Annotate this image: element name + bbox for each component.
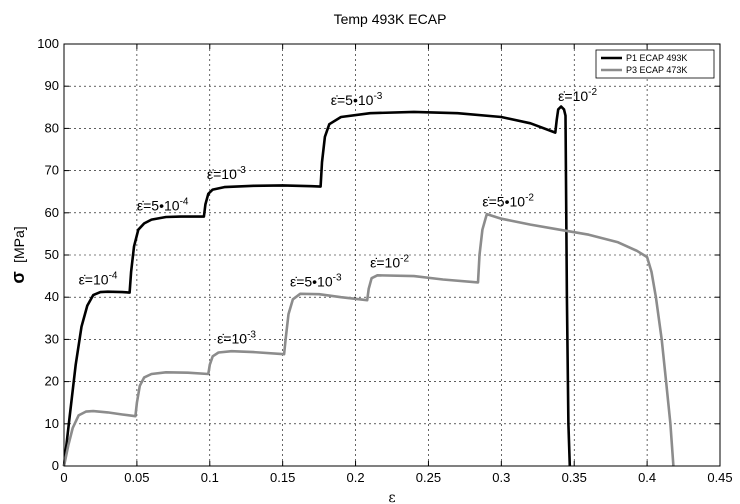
x-tick-label: 0.35 [562,470,587,485]
strain-rate-annotation: ε̇=10-3 [207,165,246,182]
series-layer [62,105,675,467]
strain-rate-annotation: ε̇=10-2 [370,254,409,271]
legend-label-p3: P3 ECAP 473K [626,65,687,75]
y-tick-label: 100 [37,36,59,51]
y-axis-label: σ [MPa] [8,226,28,283]
svg-text:ε̇=5•10-2: ε̇=5•10-2 [482,192,534,209]
legend-label-p1: P1 ECAP 493K [626,53,687,63]
y-axis-unit: [MPa] [11,226,27,263]
x-tick-label: 0.2 [347,470,365,485]
x-tick-label: 0.1 [201,470,219,485]
y-tick-label: 50 [45,247,59,262]
x-tick-label: 0 [60,470,67,485]
series-line-p1 [62,105,572,467]
strain-rate-annotation: ε̇=10-2 [558,87,597,104]
annotations: ε̇=10-4 ε̇=5•10-4 ε̇=10-3 ε̇=5•10-3 ε̇=10-2 ε… [79,87,598,347]
axis-ticks: 0 0.05 0.1 0.15 0.2 0.25 0.3 0.35 0.4 0.45 0 10 20 30… [37,36,732,485]
legend: P1 ECAP 493K P3 ECAP 473K [595,49,715,79]
svg-text:ε̇=5•10-3: ε̇=5•10-3 [331,91,383,108]
strain-rate-annotation: ε̇=5•10-3 [331,91,383,108]
svg-text:ε̇=10-3: ε̇=10-3 [217,330,256,347]
y-tick-label: 70 [45,163,59,178]
x-tick-label: 0.3 [492,470,510,485]
svg-text:ε̇=5•10-4: ε̇=5•10-4 [137,197,189,214]
x-tick-label: 0.45 [707,470,732,485]
strain-rate-annotation: ε̇=10-4 [79,271,118,288]
y-tick-label: 80 [45,120,59,135]
series-line-p3 [62,212,675,467]
strain-rate-annotation: ε̇=5•10-2 [482,192,534,209]
y-tick-label: 10 [45,416,59,431]
strain-rate-annotation: ε̇=5•10-3 [290,273,342,290]
y-tick-label: 90 [45,78,59,93]
y-tick-label: 20 [45,374,59,389]
svg-text:ε̇=10-4: ε̇=10-4 [79,271,118,288]
strain-rate-annotation: ε̇=10-3 [217,330,256,347]
chart-title: Temp 493K ECAP [334,11,447,27]
svg-text:ε̇=5•10-3: ε̇=5•10-3 [290,273,342,290]
svg-text:ε̇=10-3: ε̇=10-3 [207,165,246,182]
x-tick-label: 0.4 [638,470,656,485]
y-tick-label: 40 [45,289,59,304]
x-tick-label: 0.15 [270,470,295,485]
x-tick-label: 0.05 [124,470,149,485]
y-tick-label: 30 [45,331,59,346]
grid [64,44,720,466]
x-axis-label: ε [388,490,395,504]
y-axis-symbol: σ [8,271,28,283]
x-tick-label: 0.25 [416,470,441,485]
svg-text:ε̇=10-2: ε̇=10-2 [558,87,597,104]
svg-text:ε̇=10-2: ε̇=10-2 [370,254,409,271]
y-tick-label: 60 [45,205,59,220]
strain-rate-annotation: ε̇=5•10-4 [137,197,189,214]
legend-box [595,49,715,79]
svg-text:σ [MPa]: σ [MPa] [8,226,28,283]
y-tick-label: 0 [52,458,59,473]
